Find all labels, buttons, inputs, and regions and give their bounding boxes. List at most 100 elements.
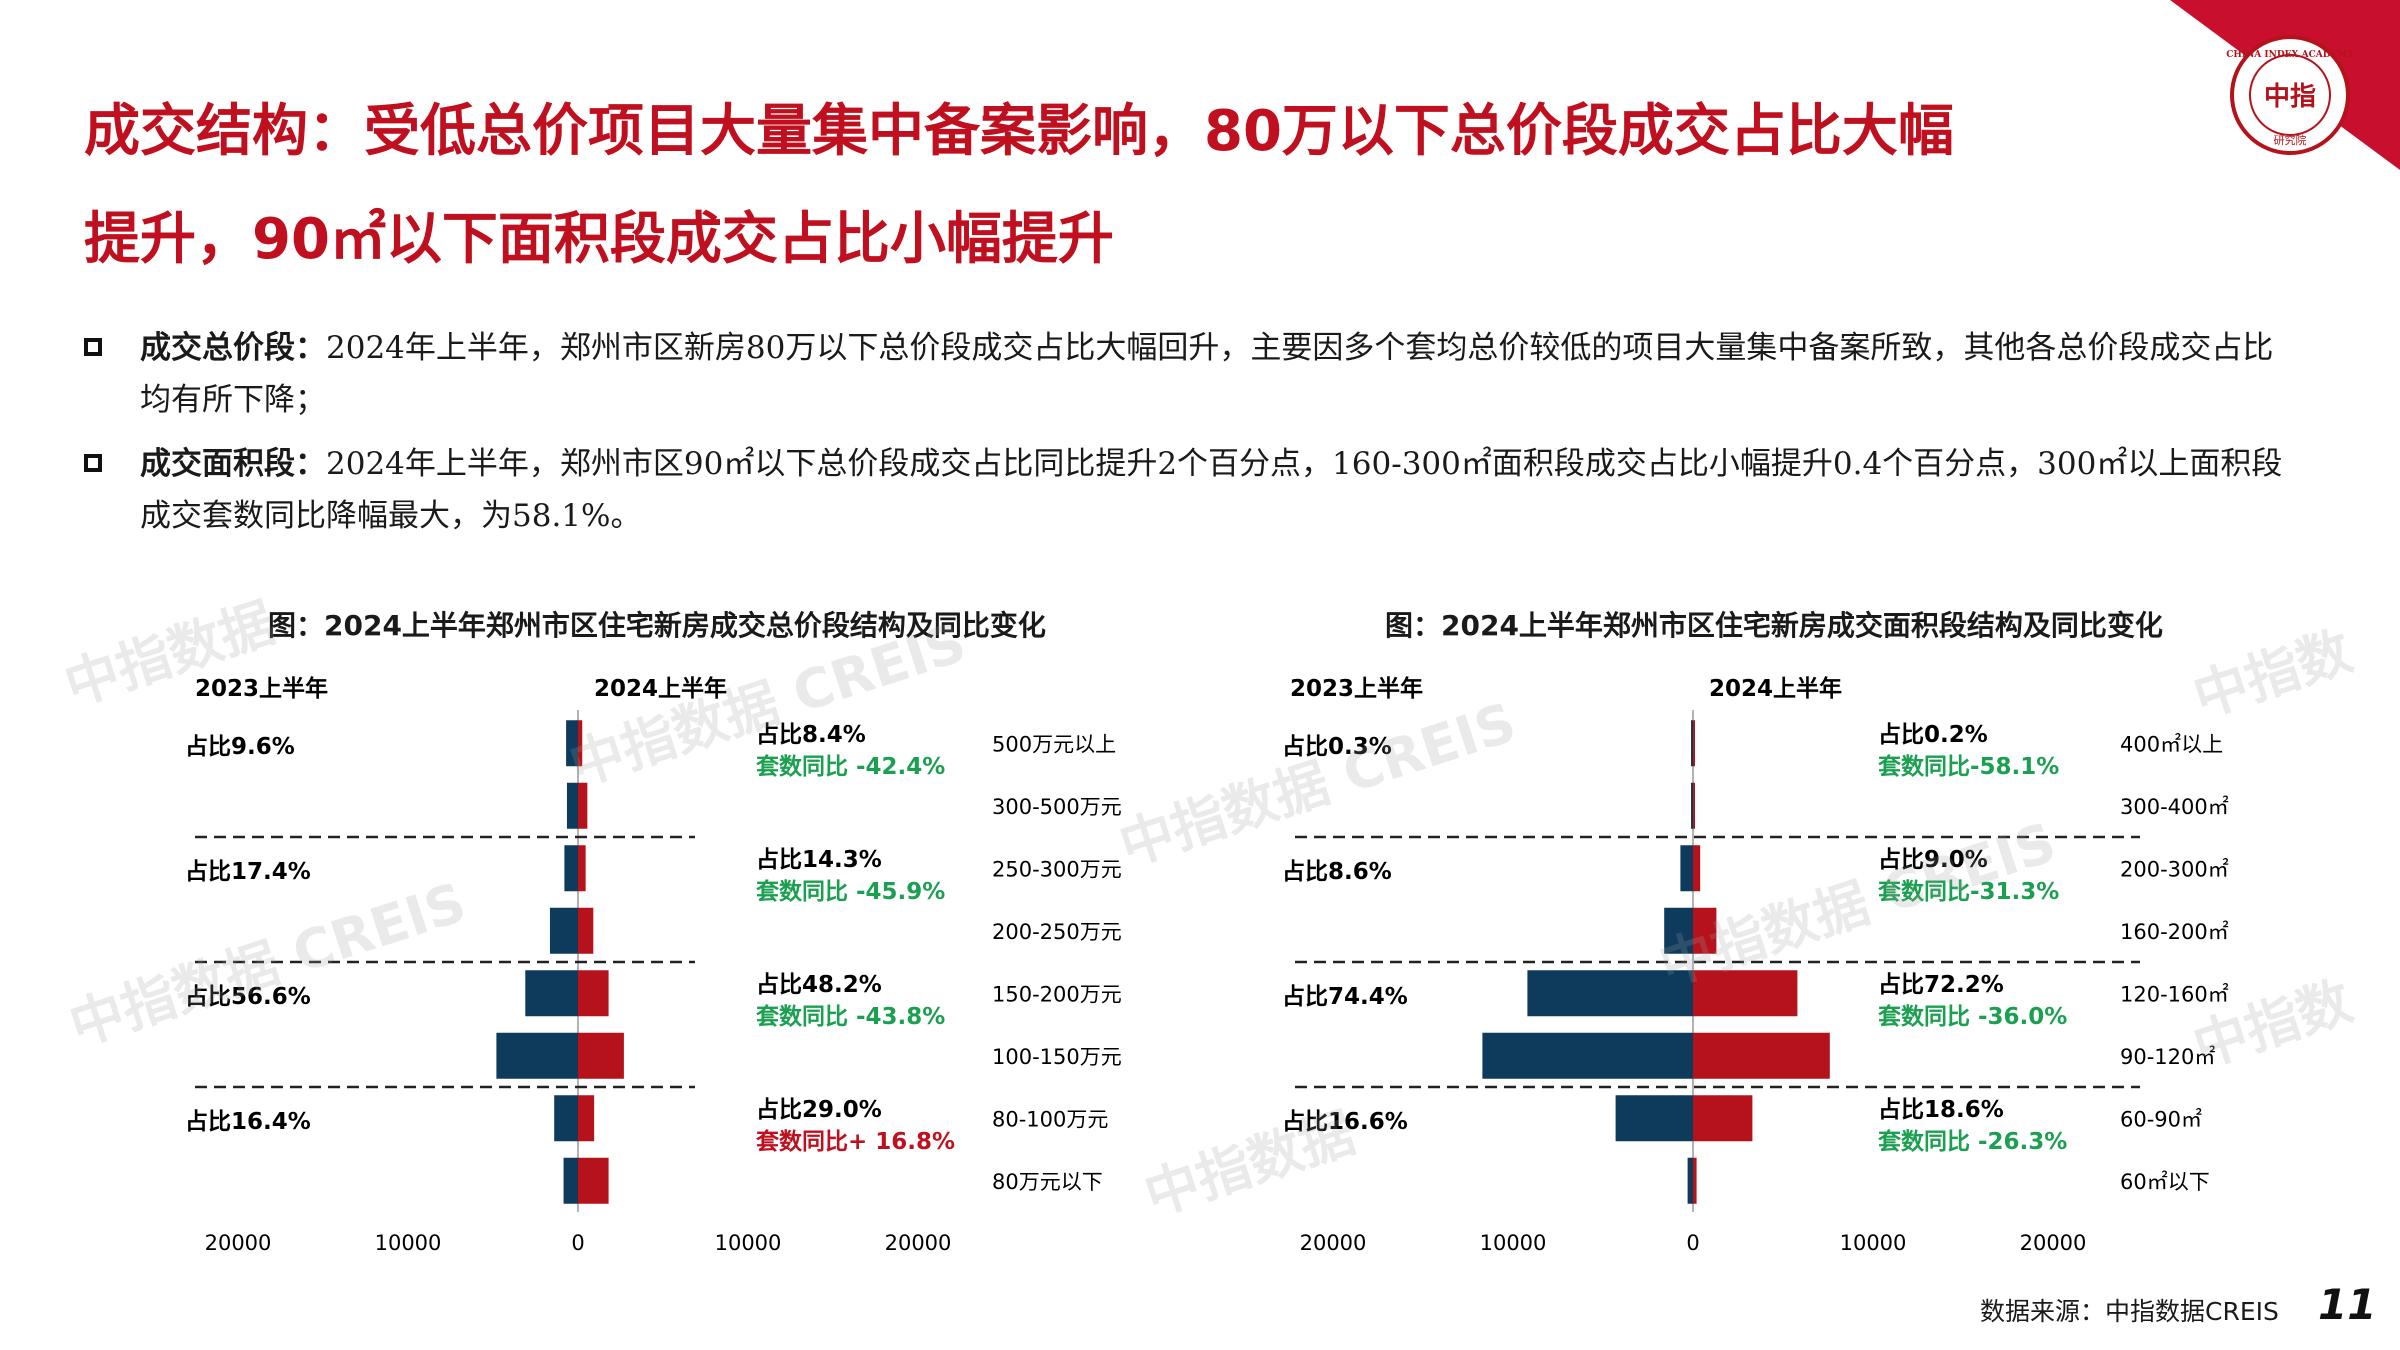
logo-ring-text: CHINA INDEX ACADEMY	[2226, 50, 2354, 60]
bar-2023	[525, 970, 578, 1017]
bar-2023	[1615, 1095, 1693, 1142]
chart-title-area: 图：2024上半年郑州市区住宅新房成交面积段结构及同比变化	[1385, 609, 2163, 642]
share-2024-label: 占比48.2%	[756, 972, 882, 998]
chart-title-price: 图：2024上半年郑州市区住宅新房成交总价段结构及同比变化	[268, 609, 1046, 642]
yoy-change-label: 套数同比 -42.4%	[756, 754, 945, 780]
share-2024-label: 占比9.0%	[1878, 847, 1988, 873]
yoy-change-label: 套数同比 -43.8%	[756, 1004, 945, 1030]
bar-2024	[578, 1157, 609, 1204]
bar-2024	[1693, 720, 1695, 767]
share-2024-label: 占比14.3%	[756, 847, 882, 873]
logo-circle	[2230, 35, 2350, 155]
bar-2024	[578, 845, 586, 892]
share-2023-label: 占比8.6%	[1282, 859, 1392, 885]
axis-tick-label: 0	[1686, 1231, 1699, 1255]
bar-2024	[578, 907, 594, 954]
category-label: 60㎡以下	[2120, 1170, 2210, 1194]
category-label: 90-120㎡	[2120, 1045, 2215, 1069]
bar-2023	[549, 907, 578, 954]
bullet-label: 成交面积段：	[140, 446, 326, 482]
bar-2023	[1691, 782, 1693, 829]
bullet-text: 2024年上半年，郑州市区90㎡以下总价段成交占比同比提升2个百分点，160-3…	[140, 446, 2283, 534]
share-2023-label: 占比16.6%	[1282, 1109, 1408, 1135]
bar-2023	[1687, 1157, 1693, 1204]
category-label: 100-150万元	[992, 1045, 1122, 1069]
axis-tick-label: 10000	[1480, 1231, 1547, 1255]
category-label: 160-200㎡	[2120, 920, 2229, 944]
share-2024-label: 占比8.4%	[756, 722, 866, 748]
bar-2024	[1693, 970, 1798, 1017]
category-label: 200-300㎡	[2120, 857, 2229, 881]
share-2023-label: 占比74.4%	[1282, 984, 1408, 1010]
category-label: 80-100万元	[992, 1107, 1108, 1131]
bar-2023	[496, 1032, 578, 1079]
bar-2023	[1691, 720, 1693, 767]
bar-2023	[566, 782, 578, 829]
yoy-change-label: 套数同比+ 16.8%	[756, 1129, 955, 1155]
bar-2023	[1680, 845, 1693, 892]
bar-2023	[1527, 970, 1693, 1017]
right-series-header: 2024上半年	[1709, 675, 1842, 702]
yoy-change-label: 套数同比-58.1%	[1878, 754, 2059, 780]
page-title-line-2: 提升，90㎡以下面积段成交占比小幅提升	[84, 207, 1114, 272]
bar-2024	[1693, 1157, 1697, 1204]
bar-2024	[1693, 1095, 1753, 1142]
bar-2024	[1693, 845, 1701, 892]
left-series-header: 2023上半年	[195, 675, 328, 702]
share-2023-label: 占比16.4%	[185, 1109, 311, 1135]
bar-2024	[578, 1032, 624, 1079]
bar-2023	[566, 720, 578, 767]
bar-2024	[578, 782, 588, 829]
share-2024-label: 占比0.2%	[1878, 722, 1988, 748]
share-2023-label: 占比0.3%	[1282, 734, 1392, 760]
bar-2024	[1693, 907, 1717, 954]
yoy-change-label: 套数同比 -26.3%	[1878, 1129, 2067, 1155]
bar-2023	[554, 1095, 578, 1142]
category-label: 150-200万元	[992, 982, 1122, 1006]
category-label: 400㎡以上	[2120, 732, 2223, 756]
checkbox-square-icon	[84, 338, 102, 356]
axis-tick-label: 20000	[2020, 1231, 2087, 1255]
yoy-change-label: 套数同比 -45.9%	[756, 879, 945, 905]
axis-tick-label: 20000	[885, 1231, 952, 1255]
bar-2023	[1664, 907, 1693, 954]
bar-2024	[1693, 1032, 1830, 1079]
category-label: 60-90㎡	[2120, 1107, 2202, 1131]
share-2023-label: 占比9.6%	[185, 734, 295, 760]
share-2024-label: 占比72.2%	[1878, 972, 2004, 998]
share-2023-label: 占比56.6%	[185, 984, 311, 1010]
logo-inner-circle	[2249, 54, 2331, 136]
yoy-change-label: 套数同比 -36.0%	[1878, 1004, 2067, 1030]
share-2024-label: 占比29.0%	[756, 1097, 882, 1123]
logo-corner: 中指 CHINA INDEX ACADEMY 研究院	[2170, 0, 2400, 170]
right-series-header: 2024上半年	[594, 675, 727, 702]
checkbox-square-icon	[84, 454, 102, 472]
logo-bottom-text: 研究院	[2274, 133, 2307, 147]
bullet-area-segment: 成交面积段：2024年上半年，郑州市区90㎡以下总价段成交占比同比提升2个百分点…	[84, 438, 2284, 542]
bar-2024	[578, 970, 609, 1017]
bar-2024	[1693, 782, 1695, 829]
category-label: 250-300万元	[992, 857, 1122, 881]
bar-2024	[578, 1095, 595, 1142]
data-source: 数据来源：中指数据CREIS	[1980, 1297, 2279, 1326]
page-title-line-1: 成交结构：受低总价项目大量集中备案影响，80万以下总价段成交占比大幅	[84, 99, 1954, 164]
axis-tick-label: 10000	[715, 1231, 782, 1255]
bar-2023	[564, 845, 578, 892]
axis-tick-label: 10000	[375, 1231, 442, 1255]
share-2023-label: 占比17.4%	[185, 859, 311, 885]
axis-tick-label: 0	[571, 1231, 584, 1255]
axis-tick-label: 20000	[1300, 1231, 1367, 1255]
category-label: 200-250万元	[992, 920, 1122, 944]
category-label: 300-400㎡	[2120, 795, 2229, 819]
share-2024-label: 占比18.6%	[1878, 1097, 2004, 1123]
bar-2024	[578, 720, 583, 767]
category-label: 120-160㎡	[2120, 982, 2229, 1006]
bullet-label: 成交总价段：	[140, 330, 326, 366]
axis-tick-label: 20000	[205, 1231, 272, 1255]
bar-2023	[563, 1157, 578, 1204]
bar-2023	[1482, 1032, 1693, 1079]
bullet-price-segment: 成交总价段：2024年上半年，郑州市区新房80万以下总价段成交占比大幅回升，主要…	[84, 322, 2284, 426]
yoy-change-label: 套数同比-31.3%	[1878, 879, 2059, 905]
axis-tick-label: 10000	[1840, 1231, 1907, 1255]
area-segment-chart: 2023上半年 2024上半年 400㎡以上 300-400㎡ 200-300㎡ 160-…	[1282, 675, 2229, 1255]
